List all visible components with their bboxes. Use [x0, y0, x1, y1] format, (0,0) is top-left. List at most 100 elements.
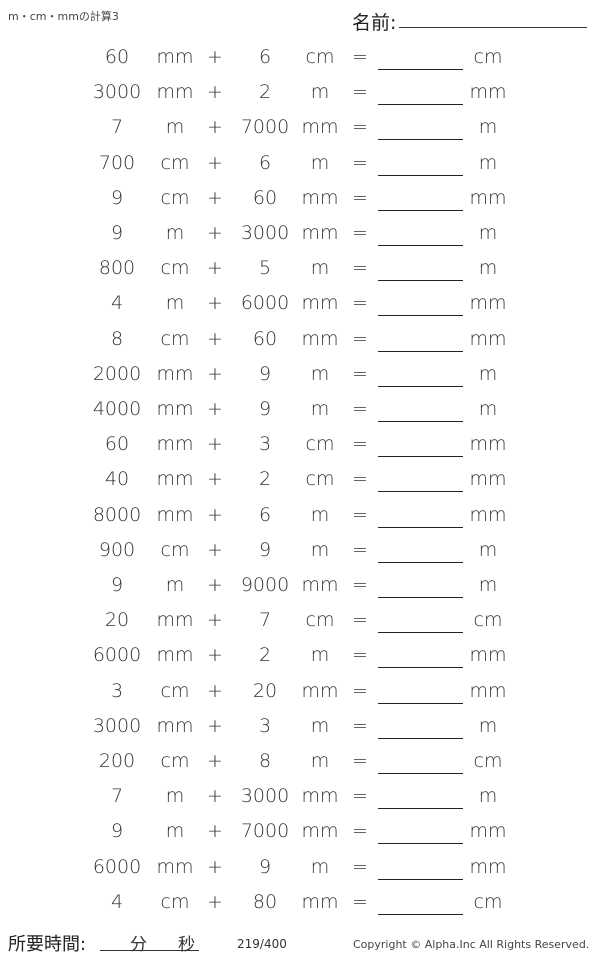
answer-blank[interactable] — [378, 491, 463, 493]
operand-2: 60 — [252, 327, 278, 350]
plus-sign: + — [207, 327, 223, 350]
plus-sign: + — [207, 538, 223, 561]
operand-1: 7 — [110, 116, 124, 139]
unit-1: mm — [156, 46, 194, 68]
unit-1: cm — [160, 186, 190, 209]
unit-1: mm — [156, 468, 194, 491]
plus-sign: + — [207, 116, 223, 139]
answer-unit: mm — [469, 679, 507, 702]
problem-row: 700 cm +6 m = m — [0, 148, 600, 178]
equals-sign: = — [352, 186, 368, 209]
problem-row: 8 cm +60 mm = mm — [0, 324, 600, 354]
answer-blank[interactable] — [378, 561, 463, 563]
equals-sign: = — [352, 714, 368, 737]
answer-blank[interactable] — [378, 526, 463, 528]
unit-1: cm — [160, 890, 190, 913]
operand-2: 60 — [252, 186, 278, 209]
answer-blank[interactable] — [378, 667, 463, 669]
operand-1: 6000 — [92, 644, 142, 667]
equals-sign: = — [352, 151, 368, 174]
answer-blank[interactable] — [378, 104, 463, 106]
equals-sign: = — [352, 644, 368, 667]
problem-row: 7 m +3000 mm = m — [0, 781, 600, 811]
name-field-line[interactable] — [399, 27, 587, 28]
unit-2: mm — [301, 222, 339, 244]
answer-blank[interactable] — [378, 632, 463, 634]
unit-1: mm — [156, 433, 194, 456]
unit-1: mm — [156, 503, 194, 526]
answer-unit: m — [478, 116, 498, 139]
answer-blank[interactable] — [378, 808, 463, 810]
answer-blank[interactable] — [378, 350, 463, 352]
answer-blank[interactable] — [378, 913, 463, 915]
answer-blank[interactable] — [378, 878, 463, 880]
equals-sign: = — [352, 257, 368, 280]
answer-blank[interactable] — [378, 773, 463, 774]
unit-2: m — [310, 151, 330, 174]
answer-blank[interactable] — [378, 315, 463, 317]
answer-blank[interactable] — [378, 245, 463, 246]
unit-2: m — [310, 855, 330, 878]
equals-sign: = — [352, 503, 368, 526]
answer-blank[interactable] — [378, 597, 463, 598]
operand-1: 4 — [110, 292, 124, 315]
answer-blank[interactable] — [378, 69, 463, 70]
operand-1: 40 — [104, 468, 130, 491]
operand-1: 900 — [98, 538, 136, 561]
answer-blank[interactable] — [378, 702, 463, 704]
unit-2: m — [310, 362, 330, 385]
unit-2: m — [310, 644, 330, 667]
equals-sign: = — [352, 222, 368, 244]
unit-2: m — [310, 750, 330, 772]
operand-1: 9 — [110, 820, 124, 843]
plus-sign: + — [207, 292, 223, 315]
answer-unit: m — [478, 257, 498, 280]
equals-sign: = — [352, 81, 368, 104]
operand-2: 3 — [258, 714, 272, 737]
problem-row: 9 m +3000 mm = m — [0, 218, 600, 248]
plus-sign: + — [207, 257, 223, 280]
unit-1: mm — [156, 714, 194, 737]
answer-blank[interactable] — [378, 174, 463, 176]
problem-row: 4 m +6000 mm = mm — [0, 288, 600, 318]
plus-sign: + — [207, 503, 223, 526]
operand-2: 3000 — [240, 222, 290, 244]
equals-sign: = — [352, 750, 368, 772]
unit-1: cm — [160, 327, 190, 350]
equals-sign: = — [352, 820, 368, 843]
unit-2: cm — [305, 609, 335, 632]
answer-blank[interactable] — [378, 737, 463, 739]
equals-sign: = — [352, 855, 368, 878]
plus-sign: + — [207, 644, 223, 667]
answer-blank[interactable] — [378, 456, 463, 458]
answer-unit: mm — [469, 433, 507, 456]
answer-blank[interactable] — [378, 280, 463, 282]
answer-blank[interactable] — [378, 843, 463, 845]
operand-1: 20 — [104, 609, 130, 632]
problem-row: 60 mm +6 cm = cm — [0, 42, 600, 72]
answer-unit: mm — [469, 503, 507, 526]
answer-blank[interactable] — [378, 421, 463, 422]
plus-sign: + — [207, 890, 223, 913]
answer-unit: m — [478, 398, 498, 420]
plus-sign: + — [207, 362, 223, 385]
seconds-label: 秒 — [178, 935, 195, 955]
problem-row: 2000 mm +9 m = m — [0, 359, 600, 389]
operand-2: 6 — [258, 151, 272, 174]
unit-2: cm — [305, 468, 335, 491]
problem-row: 3000 mm +2 m = mm — [0, 77, 600, 107]
problem-row: 9 m +7000 mm = mm — [0, 816, 600, 846]
answer-blank[interactable] — [378, 139, 463, 141]
unit-1: cm — [160, 257, 190, 280]
answer-blank[interactable] — [378, 385, 463, 387]
operand-2: 5 — [258, 257, 272, 280]
time-field-line[interactable] — [100, 950, 199, 951]
operand-1: 800 — [98, 257, 136, 280]
operand-1: 3 — [110, 679, 124, 702]
problem-row: 3 cm +20 mm = mm — [0, 676, 600, 706]
unit-1: mm — [156, 81, 194, 104]
operand-2: 6000 — [240, 292, 290, 315]
answer-blank[interactable] — [378, 209, 463, 211]
operand-2: 20 — [252, 679, 278, 702]
operand-1: 60 — [104, 433, 130, 456]
